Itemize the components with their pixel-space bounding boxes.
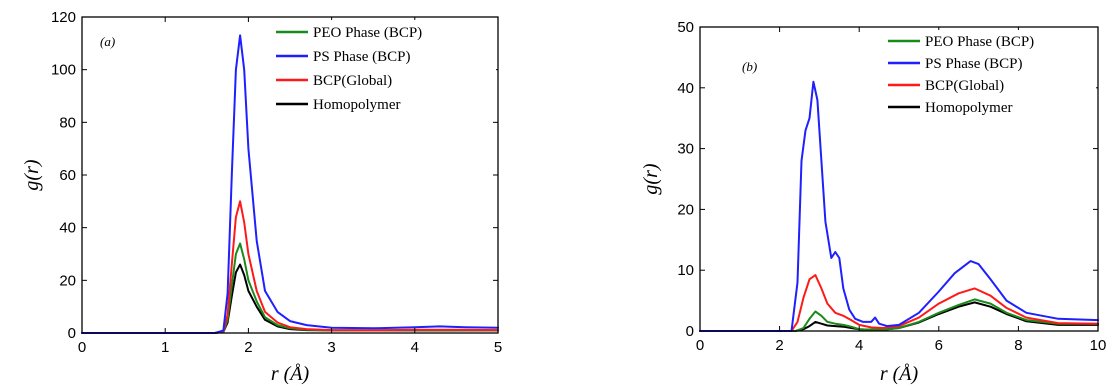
legend-entry-label: Homopolymer xyxy=(313,97,401,113)
panel-b-chart: 0 2 4 6 8 10 0 10 20 30 40 50 r (Å) g(r) (b) PEO Phase … xyxy=(640,19,1106,385)
y-tick-label: 20 xyxy=(59,272,76,289)
y-tick-label: 0 xyxy=(686,323,694,340)
x-tick-label: 0 xyxy=(696,337,704,354)
legend-entry-label: PS Phase (BCP) xyxy=(925,56,1023,72)
x-tick-label: 4 xyxy=(855,337,863,354)
x-tick-label: 4 xyxy=(411,339,419,356)
plot-frame xyxy=(699,26,1099,332)
y-tick-label: 60 xyxy=(59,167,76,184)
x-tick-label: 0 xyxy=(78,339,86,356)
y-tick-label: 30 xyxy=(677,141,694,158)
y-tick-label: 50 xyxy=(677,19,694,36)
legend-entry-label: BCP(Global) xyxy=(313,73,392,89)
y-tick-label: 120 xyxy=(51,9,76,26)
panel-a-chart: 0 1 2 3 4 5 0 20 40 60 80 100 120 r (Å) g(r) (a) PEO Pha… xyxy=(21,9,502,385)
legend: PEO Phase (BCP) PS Phase (BCP) BCP(Global)… xyxy=(272,20,496,116)
y-tick-label: 0 xyxy=(68,325,76,342)
y-axis-label: g(r) xyxy=(640,163,662,194)
y-tick-label: 40 xyxy=(677,80,694,97)
legend-entry-label: PS Phase (BCP) xyxy=(313,49,411,65)
x-tick-label: 1 xyxy=(161,339,169,356)
x-tick-label: 8 xyxy=(1014,337,1022,354)
x-tick-label: 3 xyxy=(327,339,335,356)
series-line-ps-phase-bcp xyxy=(699,80,1099,332)
y-tick-label: 100 xyxy=(51,62,76,79)
series-line-bcp-global xyxy=(699,274,1099,332)
panel-label: (b) xyxy=(742,59,757,74)
series-line-peo-phase-bcp xyxy=(81,242,499,334)
y-tick-label: 20 xyxy=(677,201,694,218)
x-axis-label: r (Å) xyxy=(271,363,310,385)
legend-entry-label: Homopolymer xyxy=(925,100,1013,116)
series-line-homopolymer xyxy=(81,263,499,334)
x-axis-label: r (Å) xyxy=(880,363,919,385)
series-line-ps-phase-bcp xyxy=(81,34,499,334)
panel-label: (a) xyxy=(100,34,115,49)
legend-entry-label: BCP(Global) xyxy=(925,78,1004,94)
x-tick-label: 2 xyxy=(244,339,252,356)
series-line-bcp-global xyxy=(81,200,499,334)
series-line-peo-phase-bcp xyxy=(699,298,1099,332)
y-tick-label: 40 xyxy=(59,220,76,237)
legend: PEO Phase (BCP) PS Phase (BCP) BCP(Global)… xyxy=(884,30,1096,118)
legend-entry-label: PEO Phase (BCP) xyxy=(313,25,422,41)
x-tick-label: 10 xyxy=(1090,337,1107,354)
x-tick-label: 6 xyxy=(935,337,943,354)
y-axis-label: g(r) xyxy=(21,159,43,190)
y-tick-label: 80 xyxy=(59,114,76,131)
y-tick-label: 10 xyxy=(677,262,694,279)
legend-entry-label: PEO Phase (BCP) xyxy=(925,34,1034,50)
legend-box xyxy=(272,20,496,116)
legend-box xyxy=(884,30,1096,118)
x-tick-label: 5 xyxy=(494,339,502,356)
x-tick-label: 2 xyxy=(775,337,783,354)
